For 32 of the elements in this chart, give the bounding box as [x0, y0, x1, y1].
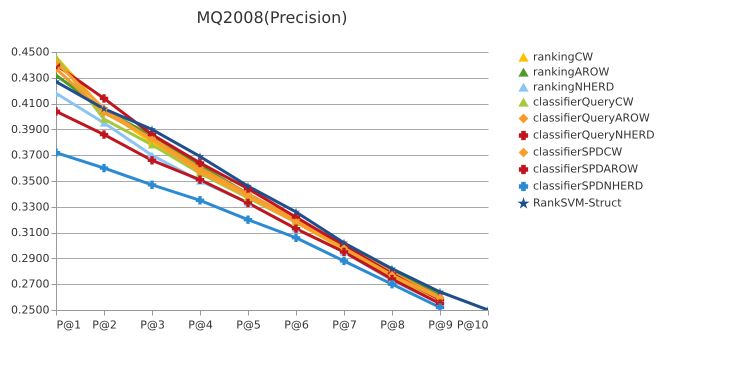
x-tick-label: P@10: [456, 318, 488, 332]
y-tick-label: 0.3300: [11, 200, 50, 214]
x-tick-label: P@6: [284, 318, 309, 332]
legend-label: classifierSPDNHERD: [533, 180, 644, 192]
legend-label: rankingNHERD: [533, 80, 614, 94]
x-tick-label: P@8: [380, 318, 405, 332]
y-tick-label: 0.4500: [11, 46, 50, 58]
x-tick-label: P@4: [188, 318, 213, 332]
y-tick-label: 0.4100: [11, 97, 50, 110]
legend-label: classifierSPDCW: [533, 146, 622, 158]
y-tick-label: 0.4300: [11, 71, 50, 84]
legend-label: classifierQueryNHERD: [533, 128, 655, 142]
legend-label: rankingAROW: [533, 66, 610, 78]
y-tick-label: 0.2900: [11, 252, 50, 265]
x-tick-label: P@3: [140, 318, 165, 332]
x-tick-label: P@5: [236, 318, 261, 332]
x-tick-label: P@2: [92, 318, 117, 332]
y-tick-label: 0.2700: [11, 278, 50, 291]
legend-label: classifierQueryCW: [533, 96, 634, 108]
y-tick-label: 0.3500: [11, 174, 50, 188]
x-tick-label: P@7: [332, 318, 357, 332]
y-tick-label: 0.3900: [11, 122, 50, 136]
chart-title: MQ2008(Precision): [196, 8, 348, 27]
x-tick-label: P@9: [428, 318, 453, 332]
y-tick-label: 0.3700: [11, 148, 50, 162]
legend-label: classifierQueryAROW: [533, 112, 650, 124]
legend-label: RankSVM-Struct: [533, 196, 622, 210]
y-tick-label: 0.2500: [11, 304, 50, 316]
legend-label: rankingCW: [533, 50, 594, 64]
legend-label: classifierSPDAROW: [533, 162, 638, 176]
x-tick-label: P@1: [56, 318, 82, 332]
y-tick-label: 0.3100: [11, 226, 50, 240]
